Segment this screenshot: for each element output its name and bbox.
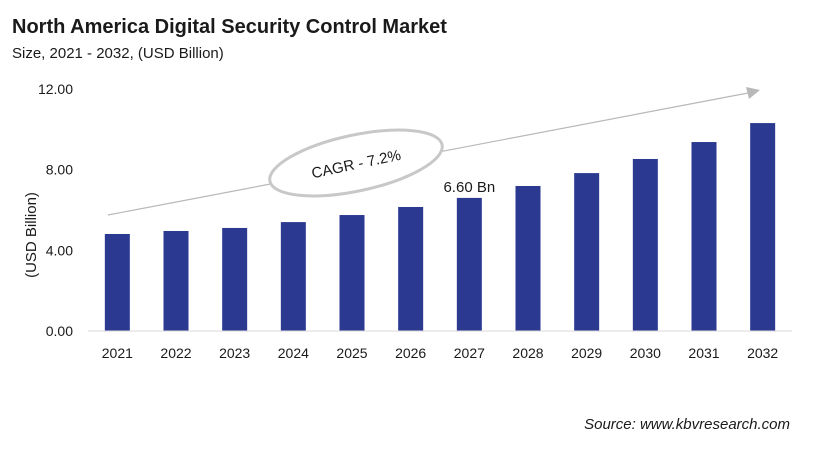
bar-2026: [398, 206, 424, 331]
bar-2032: [750, 123, 776, 331]
bar-2031: [691, 142, 717, 331]
bar-2022: [163, 230, 189, 331]
bar-2025: [339, 215, 365, 331]
y-tick-label: 4.00: [46, 242, 73, 258]
x-tick-label: 2029: [571, 345, 602, 361]
chart-title: North America Digital Security Control M…: [12, 16, 447, 38]
x-tick-label: 2022: [160, 345, 191, 361]
x-tick-label: 2021: [102, 345, 133, 361]
cagr-ellipse: [268, 128, 444, 198]
x-tick-label: 2025: [336, 345, 367, 361]
bar-2027: [456, 197, 482, 331]
x-tick-label: 2023: [219, 345, 250, 361]
bar-2021: [104, 233, 130, 331]
chart-subtitle: Size, 2021 - 2032, (USD Billion): [12, 45, 224, 62]
bar-2030: [632, 158, 658, 331]
source-note: Source: www.kbvresearch.com: [584, 416, 790, 433]
bar-2028: [515, 186, 541, 331]
y-tick-label: 12.00: [38, 81, 73, 97]
y-tick-label: 8.00: [46, 162, 73, 178]
data-label-2027: 6.60 Bn: [443, 179, 495, 196]
x-tick-label: 2031: [688, 345, 719, 361]
x-tick-label: 2027: [454, 345, 485, 361]
y-axis-label: (USD Billion): [23, 192, 40, 278]
bar-2029: [574, 173, 600, 331]
y-tick-label: 0.00: [46, 323, 73, 339]
x-tick-label: 2024: [278, 345, 309, 361]
bar-2023: [222, 227, 248, 331]
x-tick-label: 2030: [630, 345, 661, 361]
x-tick-label: 2032: [747, 345, 778, 361]
bar-2024: [280, 222, 306, 331]
x-tick-label: 2028: [512, 345, 543, 361]
x-tick-label: 2026: [395, 345, 426, 361]
